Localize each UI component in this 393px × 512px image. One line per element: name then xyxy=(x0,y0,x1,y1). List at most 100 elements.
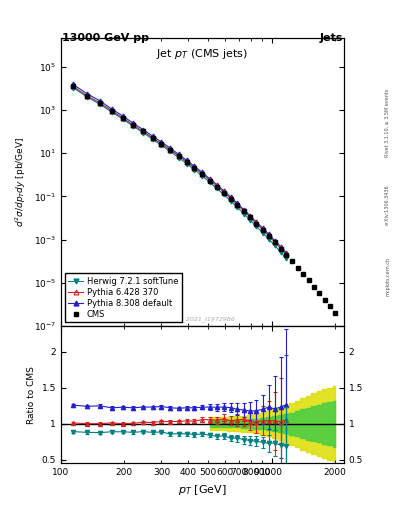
Pythia 6.428 370 xyxy=(159,141,164,147)
Pythia 6.428 370 xyxy=(192,165,197,171)
Line: Pythia 8.308 default: Pythia 8.308 default xyxy=(70,82,288,255)
CMS xyxy=(248,214,252,220)
CMS xyxy=(295,265,300,271)
CMS xyxy=(328,303,332,309)
Pythia 6.428 370 xyxy=(168,146,173,153)
Pythia 8.308 default xyxy=(120,113,125,119)
Text: mcplots.cern.ch: mcplots.cern.ch xyxy=(385,257,390,296)
Line: CMS: CMS xyxy=(70,84,338,315)
Herwig 7.2.1 softTune xyxy=(272,242,277,248)
CMS xyxy=(176,153,181,159)
CMS xyxy=(159,141,164,147)
Pythia 8.308 default xyxy=(71,81,75,88)
Pythia 8.308 default xyxy=(168,145,173,151)
Herwig 7.2.1 softTune xyxy=(260,229,265,236)
Pythia 8.308 default xyxy=(272,238,277,244)
CMS xyxy=(266,233,271,239)
Pythia 6.428 370 xyxy=(207,177,212,183)
Pythia 8.308 default xyxy=(159,139,164,145)
Herwig 7.2.1 softTune xyxy=(120,116,125,122)
Pythia 8.308 default xyxy=(150,133,155,139)
CMS xyxy=(168,147,173,153)
Pythia 6.428 370 xyxy=(241,208,246,214)
Herwig 7.2.1 softTune xyxy=(141,130,145,136)
Line: Herwig 7.2.1 softTune: Herwig 7.2.1 softTune xyxy=(70,85,288,261)
CMS xyxy=(131,122,136,128)
Herwig 7.2.1 softTune xyxy=(214,185,219,191)
X-axis label: $p_T$ [GeV]: $p_T$ [GeV] xyxy=(178,483,227,497)
CMS xyxy=(241,208,246,215)
CMS xyxy=(272,239,277,245)
Y-axis label: Ratio to CMS: Ratio to CMS xyxy=(27,366,36,424)
Pythia 6.428 370 xyxy=(109,108,114,114)
Text: CMS_2021_I1972986: CMS_2021_I1972986 xyxy=(169,316,235,322)
Pythia 6.428 370 xyxy=(260,226,265,232)
Pythia 6.428 370 xyxy=(120,115,125,121)
Herwig 7.2.1 softTune xyxy=(200,173,204,179)
Herwig 7.2.1 softTune xyxy=(228,198,233,204)
CMS xyxy=(317,290,322,296)
Text: Rivet 3.1.10, ≥ 3.5M events: Rivet 3.1.10, ≥ 3.5M events xyxy=(385,89,390,157)
CMS xyxy=(221,189,226,196)
Pythia 8.308 default xyxy=(260,225,265,231)
Pythia 6.428 370 xyxy=(150,135,155,141)
Herwig 7.2.1 softTune xyxy=(241,210,246,217)
CMS xyxy=(301,271,305,277)
Herwig 7.2.1 softTune xyxy=(254,223,259,229)
CMS xyxy=(290,258,294,264)
Pythia 6.428 370 xyxy=(284,251,288,258)
Legend: Herwig 7.2.1 softTune, Pythia 6.428 370, Pythia 8.308 default, CMS: Herwig 7.2.1 softTune, Pythia 6.428 370,… xyxy=(65,273,182,322)
CMS xyxy=(235,202,240,208)
CMS xyxy=(333,310,338,316)
Pythia 8.308 default xyxy=(235,200,240,206)
Pythia 8.308 default xyxy=(221,188,226,194)
Pythia 8.308 default xyxy=(176,152,181,158)
Pythia 8.308 default xyxy=(214,182,219,188)
Pythia 8.308 default xyxy=(248,213,252,219)
CMS xyxy=(71,83,75,90)
CMS xyxy=(228,196,233,202)
CMS xyxy=(120,115,125,121)
CMS xyxy=(312,284,316,290)
Pythia 6.428 370 xyxy=(176,153,181,159)
CMS xyxy=(214,183,219,189)
Herwig 7.2.1 softTune xyxy=(221,191,226,198)
Pythia 8.308 default xyxy=(131,120,136,126)
CMS xyxy=(150,135,155,141)
CMS xyxy=(254,221,259,227)
Herwig 7.2.1 softTune xyxy=(131,123,136,129)
Pythia 6.428 370 xyxy=(71,83,75,90)
Herwig 7.2.1 softTune xyxy=(109,109,114,115)
Pythia 8.308 default xyxy=(241,207,246,213)
CMS xyxy=(306,277,311,283)
Pythia 6.428 370 xyxy=(184,159,189,165)
Pythia 6.428 370 xyxy=(228,195,233,201)
Pythia 8.308 default xyxy=(141,126,145,133)
Pythia 8.308 default xyxy=(278,244,283,250)
Herwig 7.2.1 softTune xyxy=(248,217,252,223)
Pythia 8.308 default xyxy=(254,219,259,225)
Pythia 6.428 370 xyxy=(266,232,271,239)
Pythia 6.428 370 xyxy=(235,202,240,208)
Herwig 7.2.1 softTune xyxy=(71,84,75,91)
CMS xyxy=(278,245,283,251)
CMS xyxy=(284,252,288,258)
CMS xyxy=(184,159,189,165)
Pythia 8.308 default xyxy=(266,231,271,237)
Line: Pythia 6.428 370: Pythia 6.428 370 xyxy=(70,84,288,257)
Pythia 8.308 default xyxy=(207,176,212,182)
Text: 13000 GeV pp: 13000 GeV pp xyxy=(62,33,149,44)
Text: Jets: Jets xyxy=(320,33,343,44)
Pythia 6.428 370 xyxy=(221,189,226,195)
Pythia 6.428 370 xyxy=(131,122,136,128)
Herwig 7.2.1 softTune xyxy=(235,204,240,210)
CMS xyxy=(207,178,212,184)
Herwig 7.2.1 softTune xyxy=(184,161,189,167)
Herwig 7.2.1 softTune xyxy=(159,142,164,148)
Text: Jet $p_T$ (CMS jets): Jet $p_T$ (CMS jets) xyxy=(156,47,248,61)
CMS xyxy=(260,227,265,233)
Herwig 7.2.1 softTune xyxy=(168,148,173,155)
Pythia 6.428 370 xyxy=(141,128,145,134)
Pythia 8.308 default xyxy=(200,169,204,176)
Herwig 7.2.1 softTune xyxy=(207,179,212,185)
